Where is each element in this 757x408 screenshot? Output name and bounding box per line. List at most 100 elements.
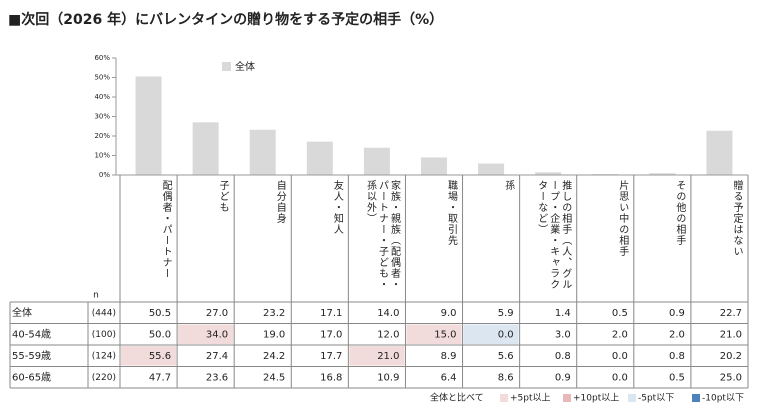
bar bbox=[421, 157, 447, 175]
legend-label: +10pt以上 bbox=[573, 393, 619, 404]
category-label: 配偶者・パートナー bbox=[160, 180, 172, 279]
row-label: 60-65歳 bbox=[12, 371, 51, 383]
y-tick-label: 0% bbox=[99, 171, 110, 179]
category-label: その他の相手 bbox=[673, 180, 685, 246]
legend-label: 全体 bbox=[235, 60, 255, 73]
cell-value: 19.0 bbox=[263, 329, 285, 340]
row-label: 40-54歳 bbox=[12, 328, 51, 340]
legend-swatch bbox=[563, 394, 571, 402]
n-header: n bbox=[93, 291, 99, 301]
legend-swatch bbox=[628, 394, 636, 402]
cell-value: 8.9 bbox=[441, 351, 457, 362]
cell-value: 34.0 bbox=[206, 329, 228, 340]
legend-title: 全体と比べて bbox=[430, 392, 484, 404]
cell-value: 25.0 bbox=[720, 372, 742, 383]
cell-value: 0.5 bbox=[669, 372, 685, 383]
row-n: (220) bbox=[92, 373, 116, 383]
cell-value: 50.0 bbox=[149, 329, 171, 340]
category-label: 子ども bbox=[217, 180, 229, 213]
cell-value: 17.7 bbox=[320, 351, 342, 362]
bar bbox=[135, 76, 162, 175]
bar bbox=[192, 122, 219, 175]
category-label: 推しの相手（人、グループ・企業・キャラクターなど） bbox=[535, 180, 571, 290]
cell-value: 16.8 bbox=[320, 372, 342, 383]
cell-value: 15.0 bbox=[434, 329, 456, 340]
cell-value: 23.2 bbox=[263, 308, 285, 319]
cell-value: 0.0 bbox=[612, 351, 628, 362]
y-tick-label: 60% bbox=[94, 54, 110, 62]
cell-value: 55.6 bbox=[149, 351, 171, 362]
legend-swatch bbox=[222, 62, 231, 71]
cell-value: 12.0 bbox=[377, 329, 399, 340]
cell-value: 21.0 bbox=[377, 351, 399, 362]
cell-value: 5.9 bbox=[498, 308, 514, 319]
row-n: (444) bbox=[92, 308, 116, 318]
title: ■次回（2026 年）にバレンタインの贈り物をする予定の相手（%） bbox=[8, 11, 443, 28]
bar bbox=[649, 173, 676, 175]
y-tick-label: 50% bbox=[94, 74, 110, 82]
cell-value: 0.5 bbox=[612, 308, 628, 319]
cell-value: 20.2 bbox=[720, 351, 742, 362]
cell-value: 0.8 bbox=[669, 351, 685, 362]
bar bbox=[306, 141, 333, 175]
row-label: 全体 bbox=[12, 306, 32, 319]
bar bbox=[478, 163, 505, 175]
bar bbox=[535, 172, 562, 175]
category-label: 自分自身 bbox=[274, 180, 286, 224]
cell-value: 8.6 bbox=[498, 372, 514, 383]
cell-value: 24.2 bbox=[263, 351, 285, 362]
cell-value: 0.0 bbox=[498, 329, 514, 340]
cell-value: 3.0 bbox=[555, 329, 571, 340]
cell-value: 21.0 bbox=[720, 329, 742, 340]
cell-value: 5.6 bbox=[498, 351, 514, 362]
cell-highlight bbox=[463, 324, 519, 344]
cell-value: 10.9 bbox=[377, 372, 399, 383]
category-label: 職場・取引先 bbox=[445, 180, 457, 246]
cell-value: 47.7 bbox=[149, 372, 171, 383]
y-tick-label: 10% bbox=[94, 152, 110, 160]
bar bbox=[249, 129, 276, 175]
cell-value: 0.0 bbox=[612, 372, 628, 383]
cell-value: 27.0 bbox=[206, 308, 228, 319]
y-tick-label: 30% bbox=[94, 113, 110, 121]
cell-value: 0.8 bbox=[555, 351, 571, 362]
bar bbox=[363, 147, 390, 175]
cell-value: 27.4 bbox=[206, 351, 228, 362]
cell-value: 0.9 bbox=[669, 308, 685, 319]
cell-value: 9.0 bbox=[441, 308, 457, 319]
cell-value: 23.6 bbox=[206, 372, 228, 383]
row-label: 55-59歳 bbox=[12, 350, 51, 362]
category-label: 片思い中の相手 bbox=[616, 180, 628, 257]
cell-value: 50.5 bbox=[149, 308, 171, 319]
cell-highlight bbox=[178, 324, 234, 344]
category-label: 孫 bbox=[502, 180, 514, 191]
row-n: (124) bbox=[92, 351, 116, 361]
cell-value: 24.5 bbox=[263, 372, 285, 383]
category-label: 贈る予定はない bbox=[730, 180, 742, 257]
cell-value: 0.9 bbox=[555, 372, 571, 383]
cell-value: 14.0 bbox=[377, 308, 399, 319]
legend-label: -5pt以下 bbox=[638, 394, 674, 404]
y-tick-label: 40% bbox=[94, 93, 110, 101]
cell-value: 1.4 bbox=[555, 308, 571, 319]
cell-highlight bbox=[406, 324, 462, 344]
legend-swatch bbox=[500, 394, 508, 402]
cell-value: 2.0 bbox=[669, 329, 685, 340]
row-n: (100) bbox=[92, 330, 116, 340]
legend-label: +5pt以上 bbox=[510, 393, 551, 404]
cell-value: 17.1 bbox=[320, 308, 342, 319]
cell-value: 2.0 bbox=[612, 329, 628, 340]
legend-label: -10pt以下 bbox=[702, 394, 744, 404]
category-label: 友人・知人 bbox=[331, 180, 343, 235]
cell-value: 6.4 bbox=[441, 372, 457, 383]
y-tick-label: 20% bbox=[94, 132, 110, 140]
cell-highlight bbox=[349, 346, 405, 366]
category-label: 家族・親族（配偶者・パートナー・子ども・孫以外） bbox=[364, 180, 400, 290]
cell-value: 22.7 bbox=[720, 308, 742, 319]
legend-swatch bbox=[692, 394, 700, 402]
cell-highlight bbox=[121, 346, 177, 366]
cell-value: 17.0 bbox=[320, 329, 342, 340]
bar bbox=[706, 130, 733, 175]
